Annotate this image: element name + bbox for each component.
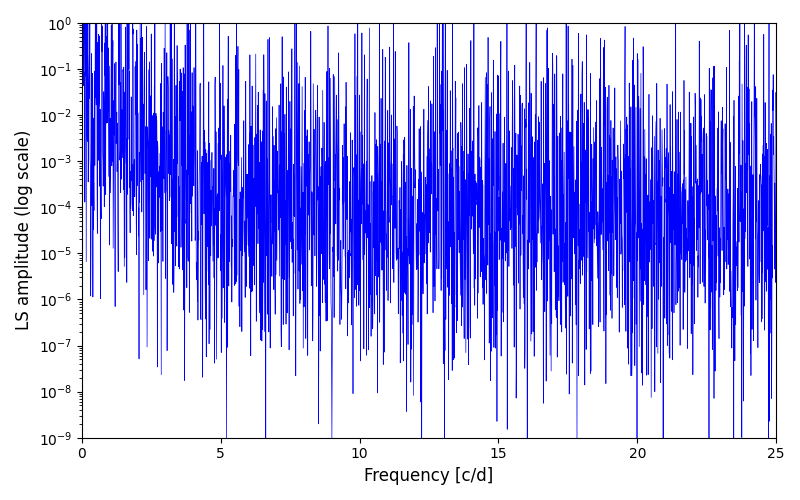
Y-axis label: LS amplitude (log scale): LS amplitude (log scale) xyxy=(15,130,33,330)
X-axis label: Frequency [c/d]: Frequency [c/d] xyxy=(364,467,494,485)
